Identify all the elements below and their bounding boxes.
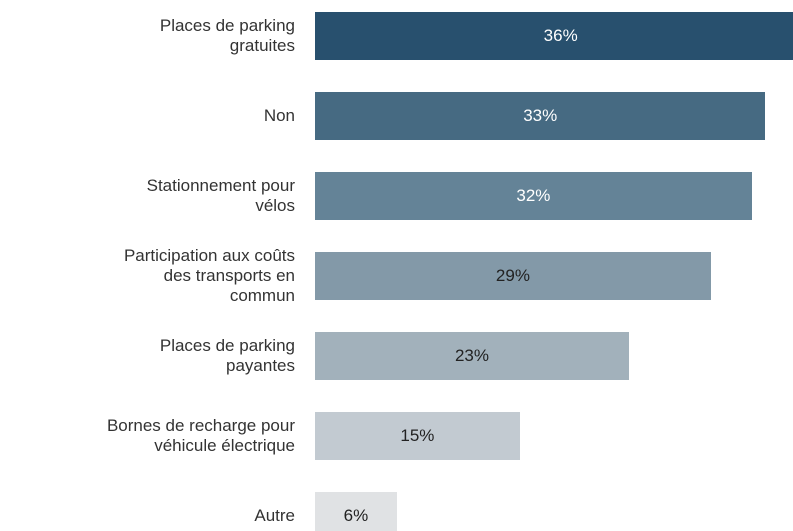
category-label: Stationnement pour vélos <box>146 176 295 215</box>
category-label: Places de parking payantes <box>159 336 295 375</box>
category-label: Places de parking gratuites <box>159 16 295 55</box>
value-label: 36% <box>543 26 578 45</box>
bar <box>315 252 711 300</box>
value-label: 33% <box>523 106 558 125</box>
value-label: 29% <box>495 266 530 285</box>
bar <box>315 332 629 380</box>
bar <box>315 492 397 531</box>
category-label: Non <box>263 106 295 125</box>
category-label: Autre <box>254 506 295 525</box>
value-label: 23% <box>454 346 489 365</box>
bar <box>315 412 520 460</box>
value-label: 15% <box>400 426 435 445</box>
value-label: 6% <box>343 506 369 525</box>
value-label: 32% <box>516 186 551 205</box>
bar <box>315 92 766 140</box>
category-label: Participation aux coûts des transports e… <box>123 246 295 305</box>
category-label: Bornes de recharge pour véhicule électri… <box>106 416 295 455</box>
bar <box>315 172 752 220</box>
bar <box>315 12 793 60</box>
